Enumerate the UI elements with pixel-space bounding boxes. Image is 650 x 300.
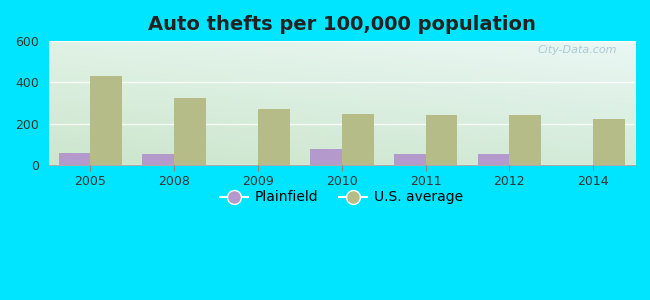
Bar [310,149,342,165]
Bar [58,152,90,165]
Bar [478,154,510,165]
Bar [426,115,458,165]
Bar [258,109,290,165]
Bar [394,154,426,165]
Bar [90,76,122,165]
Bar [342,114,374,165]
Bar [174,98,206,165]
Bar [510,116,541,165]
Bar [142,154,174,165]
Title: Auto thefts per 100,000 population: Auto thefts per 100,000 population [148,15,536,34]
Text: City-Data.com: City-Data.com [538,45,617,55]
Bar [593,119,625,165]
Legend: Plainfield, U.S. average: Plainfield, U.S. average [214,185,469,210]
